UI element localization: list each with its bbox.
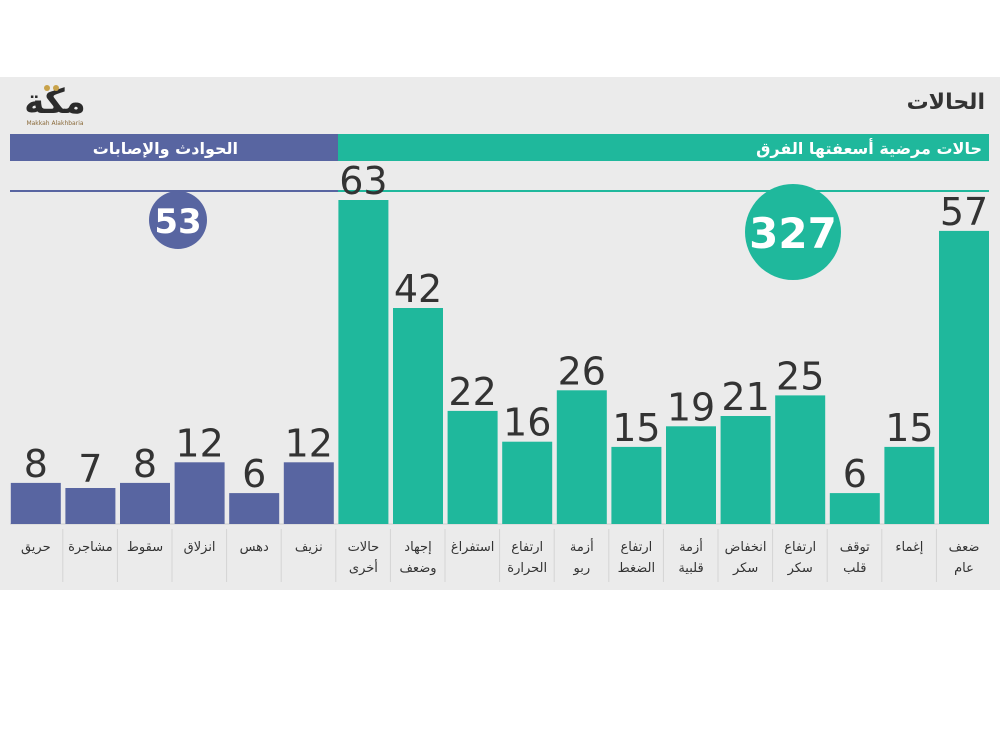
bar-7 [611,446,662,524]
bar-14 [229,493,280,524]
bar-12 [338,200,389,524]
bar-value-label-9: 16 [503,401,551,445]
category-label-16-line-1: سقوط [127,540,163,555]
logo-dot-icon-2 [53,85,59,91]
bar-value-label-12: 63 [339,159,387,203]
logo: مكة Makkah Alakhbaria [24,82,85,127]
bar-2 [884,446,935,524]
teal-total-circle [745,184,841,280]
bar-9 [502,441,553,524]
category-label-15-line-1: انزلاق [184,540,216,555]
bar-value-label-13: 12 [285,421,333,465]
bar-3 [829,493,880,524]
bar-value-label-5: 21 [721,375,769,419]
bar-value-label-6: 19 [667,385,715,429]
bar-chart: الحالات مكة Makkah Alakhbaria حالات مرضي… [10,82,989,582]
bar-11 [393,308,443,524]
bar-10 [447,410,498,524]
category-label-12-line-1: حالات [348,540,380,555]
logo-dot-icon [44,85,50,91]
bar-5 [720,416,771,524]
page-title: الحالات [907,90,985,115]
navy-total-circle [149,191,207,249]
category-label-11-line-2: وضعف [399,561,436,576]
category-label-9-line-1: ارتفاع [511,540,543,555]
bar-value-label-4: 25 [776,354,824,398]
category-label-8-line-1: أزمة [570,538,594,555]
category-label-2-line-1: إغماء [895,540,923,555]
category-label-3-line-2: قلب [843,561,866,576]
bar-value-label-16: 8 [133,442,157,486]
bar-value-label-3: 6 [843,452,867,496]
category-label-6-line-2: قلبية [678,561,703,576]
bar-value-label-14: 6 [242,452,266,496]
category-label-10-line-1: استفراغ [451,540,495,555]
navy-total-value: 53 [154,202,201,242]
category-label-7-line-2: الضغط [618,561,655,576]
bar-value-label-10: 22 [448,370,496,414]
category-label-4-line-1: ارتفاع [784,540,816,555]
category-label-18-line-1: حريق [21,540,51,555]
bar-value-label-18: 8 [24,442,48,486]
category-label-13-line-1: نزيف [295,540,323,555]
bars-layer: 57 ضعف عام 15 إغماء 6 توقف قلب 25 ارتفاع سكر 21 انخف… [10,159,989,582]
bar-17 [65,488,116,524]
bar-value-label-11: 42 [394,267,442,311]
category-label-5-line-1: انخفاض [725,540,767,555]
bar-value-label-2: 15 [885,406,933,450]
category-label-1-line-1: ضعف [949,540,980,555]
navy-group-title: الحوادث والإصابات [93,139,238,158]
category-label-12-line-2: أخرى [349,559,378,576]
bar-value-label-7: 15 [612,406,660,450]
category-label-8-line-2: ربو [572,561,590,576]
bar-13 [283,462,334,524]
category-label-1-line-2: عام [954,561,974,576]
bar-8 [556,390,607,524]
chart-panel: الحالات مكة Makkah Alakhbaria حالات مرضي… [0,77,1000,590]
bar-15 [174,462,225,524]
category-label-9-line-2: الحرارة [507,561,547,576]
bar-16 [120,482,170,524]
category-label-17-line-1: مشاجرة [68,540,113,555]
teal-group-header [338,134,989,161]
category-label-6-line-1: أزمة [679,538,703,555]
category-label-11-line-1: إجهاد [404,540,431,555]
teal-group-title: حالات مرضية أسعفتها الفرق [756,138,982,158]
category-label-4-line-2: سكر [787,561,813,576]
category-label-14-line-1: دهس [240,540,269,555]
bar-1 [939,230,989,524]
category-label-3-line-1: توقف [840,540,870,555]
bar-value-label-8: 26 [558,349,606,393]
bar-value-label-1: 57 [940,190,988,234]
category-label-5-line-2: سكر [732,561,758,576]
navy-group-header [10,134,338,161]
category-label-7-line-1: ارتفاع [620,540,652,555]
teal-total-value: 327 [749,209,837,258]
bar-4 [775,395,826,524]
bar-value-label-17: 7 [78,447,102,491]
bar-6 [666,426,716,524]
logo-subtitle: Makkah Alakhbaria [26,120,83,127]
bar-value-label-15: 12 [175,421,223,465]
bar-18 [10,482,61,524]
